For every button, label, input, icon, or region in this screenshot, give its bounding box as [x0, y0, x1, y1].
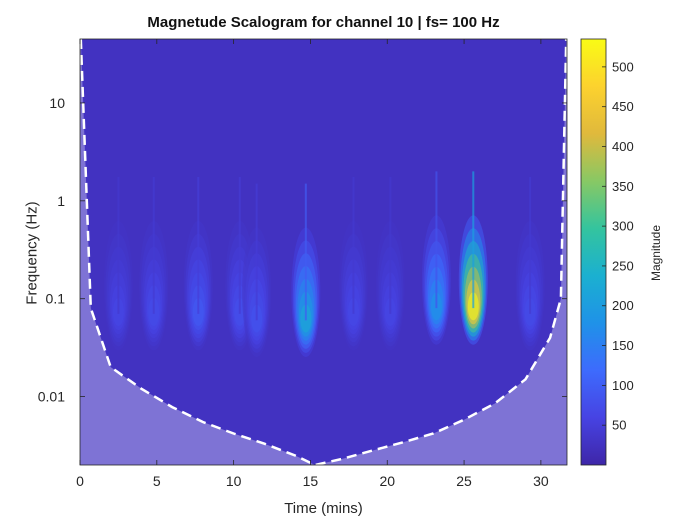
- x-tick-label: 25: [456, 473, 472, 489]
- scalogram-plot: [80, 39, 567, 465]
- colorbar-tick-label: 150: [612, 338, 634, 353]
- colorbar-tick-label: 400: [612, 139, 634, 154]
- x-tick-label: 10: [226, 473, 242, 489]
- colorbar: [581, 39, 606, 465]
- scalogram-peak: [338, 177, 368, 351]
- coi-boundary: [80, 39, 567, 465]
- colorbar-tick-label: 200: [612, 298, 634, 313]
- chart-title: Magnetude Scalogram for channel 10 | fs=…: [147, 14, 500, 31]
- colorbar-tick-label: 350: [612, 179, 634, 194]
- y-tick-label: 0.1: [46, 291, 66, 307]
- y-axis: 0.01 0.1 1 10: [38, 95, 567, 405]
- scalogram-peak: [458, 171, 488, 345]
- colorbar-tick-label: 100: [612, 378, 634, 393]
- scalogram-peak: [139, 177, 169, 351]
- colorbar-tick-label: 250: [612, 258, 634, 273]
- x-axis: 0 5 10 15 20 25 30: [76, 39, 549, 489]
- colorbar-axis: 50 100 150 200 250 300 350 400 450 500: [602, 59, 634, 433]
- coi-shading: [80, 39, 567, 465]
- y-axis-label: Frequency (Hz): [23, 201, 41, 305]
- colorbar-tick-label: 500: [612, 59, 634, 74]
- scalogram-peak: [515, 177, 545, 351]
- colorbar-label: Magnitude: [649, 224, 663, 282]
- x-tick-label: 0: [76, 473, 84, 489]
- y-tick-label: 0.01: [38, 389, 65, 405]
- colorbar-frame: [580, 38, 607, 466]
- colorbar-tick-label: 450: [612, 99, 634, 114]
- scalogram-peak: [242, 183, 272, 357]
- plot-frame: [79, 38, 568, 466]
- scalogram-peak: [421, 171, 451, 345]
- colorbar-tick-label: 50: [612, 418, 626, 433]
- x-axis-label: Time (mins): [284, 500, 363, 517]
- scalogram-peak: [183, 177, 213, 351]
- x-tick-label: 30: [533, 473, 549, 489]
- scalogram-peak: [291, 183, 321, 357]
- colorbar-tick-label: 300: [612, 219, 634, 234]
- x-tick-label: 20: [379, 473, 395, 489]
- x-tick-label: 5: [153, 473, 161, 489]
- scalogram-peak: [103, 177, 133, 351]
- y-tick-label: 1: [57, 193, 65, 209]
- scalogram-peak: [375, 177, 405, 351]
- y-tick-label: 10: [49, 95, 65, 111]
- x-tick-label: 15: [303, 473, 319, 489]
